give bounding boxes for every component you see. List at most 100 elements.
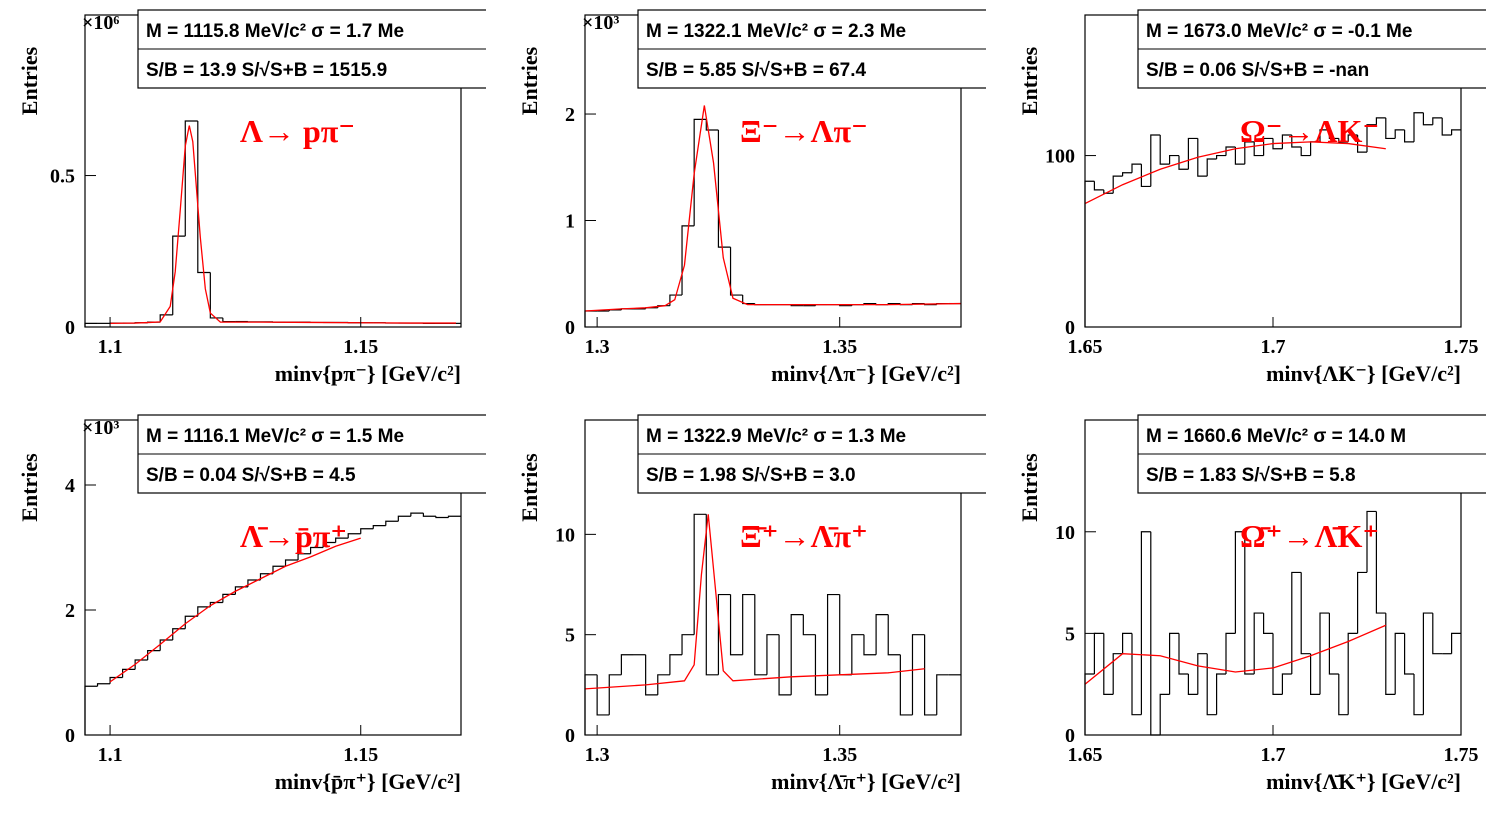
histogram-bin: [1197, 653, 1208, 695]
stats-line: M = 1116.1 MeV/c² σ = 1.5 Me: [146, 426, 404, 447]
histogram-bin: [1432, 117, 1443, 125]
x-tick-label: 1.1: [98, 336, 123, 358]
histogram-bin: [936, 674, 949, 715]
histogram-bin: [875, 614, 889, 655]
histogram-bin: [1244, 531, 1255, 675]
histogram-bin: [1328, 613, 1339, 675]
histogram-bin: [335, 537, 349, 543]
histogram-bin: [284, 559, 299, 567]
histogram-bin: [1253, 612, 1264, 675]
histogram-bin: [1169, 154, 1179, 165]
histogram-bin: [1375, 511, 1386, 614]
stats-line: M = 1673.0 MeV/c² σ = -0.1 Me: [1146, 21, 1412, 42]
histogram-bin: [1441, 117, 1452, 136]
histogram-bin: [1234, 531, 1245, 634]
panel: 0 5 10 1.65 1.7 1.75 Entries minv{Λ̄K⁺} [GeV/c²…: [1017, 414, 1486, 794]
histogram-bin: [620, 654, 634, 675]
decay-label: Λ̄→p̄π⁺: [240, 518, 347, 554]
histogram-bin: [96, 683, 111, 687]
histogram-bin: [1206, 158, 1217, 177]
y-tick-label: 4: [65, 475, 75, 497]
histogram-bin: [372, 525, 386, 529]
y-axis-label: Entries: [517, 453, 542, 522]
histogram-bin: [159, 639, 173, 651]
histogram-bin: [297, 553, 311, 560]
histogram-bin: [1291, 571, 1302, 675]
stats-line: S/B = 0.06 S/√S+B = -nan: [1146, 60, 1369, 81]
stats-box: M = 1673.0 MeV/c² σ = -0.1 Me S/B = 0.06 …: [1137, 9, 1486, 89]
y-tick-label: 2: [565, 104, 575, 126]
x-tick-label: 1.15: [343, 744, 378, 766]
histogram-bin: [790, 614, 804, 695]
histogram-bin: [347, 533, 361, 539]
histogram-bin: [657, 674, 670, 695]
histogram-bin: [422, 513, 436, 517]
histogram-bin: [1394, 129, 1405, 139]
histogram-bin: [1178, 633, 1189, 675]
y-tick-label: 0: [1065, 725, 1075, 747]
histogram-bin: [397, 515, 411, 522]
stats-box: M = 1660.6 MeV/c² σ = 14.0 M S/B = 1.83 S…: [1137, 414, 1486, 494]
histogram-bin: [310, 546, 324, 554]
histogram-bin: [584, 674, 598, 735]
histogram-bin: [1140, 531, 1151, 715]
histogram-bin: [159, 314, 173, 323]
stats-line: M = 1115.8 MeV/c² σ = 1.7 Me: [146, 21, 404, 42]
y-axis-label: Entries: [517, 46, 542, 115]
stats-line: M = 1660.6 MeV/c² σ = 14.0 M: [1146, 426, 1406, 447]
y-axis-label: Entries: [17, 46, 42, 115]
histogram-bin: [1357, 571, 1367, 634]
histogram-bin: [122, 668, 136, 678]
histogram-bin: [1131, 633, 1142, 716]
histogram-bin: [1281, 134, 1292, 149]
histogram-bin: [1169, 632, 1179, 695]
histogram-bin: [1225, 146, 1236, 156]
histogram-bin: [705, 514, 719, 676]
histogram-bin: [742, 593, 755, 655]
histogram-bin: [197, 606, 211, 617]
x-tick-label: 1.75: [1444, 336, 1479, 358]
x-tick-label: 1.7: [1261, 336, 1286, 358]
histogram-bin: [705, 119, 719, 131]
histogram-bin: [1394, 632, 1405, 695]
histogram-bin: [1140, 164, 1151, 188]
y-tick-label: 10: [1055, 522, 1075, 544]
y-axis-label: Entries: [1017, 453, 1042, 522]
fit-curve: [110, 125, 456, 325]
histogram-bin: [272, 565, 286, 574]
axis-exponent: ×10³: [582, 12, 619, 34]
histogram-bin: [1300, 572, 1311, 655]
fit-curve: [1084, 141, 1386, 205]
stats-box: M = 1115.8 MeV/c² σ = 1.7 Me S/B = 13.9 S…: [137, 9, 486, 89]
histogram-bin: [1216, 673, 1226, 715]
x-axis-label: minv{p̄π⁺} [GeV/c²]: [275, 769, 461, 794]
histogram-bin: [197, 121, 211, 274]
histogram-bin: [1319, 612, 1330, 695]
histogram-bin: [1347, 632, 1358, 715]
histogram-bin: [584, 310, 598, 327]
x-tick-label: 1.35: [822, 744, 857, 766]
histogram-bin: [1357, 135, 1367, 153]
histogram-bin: [911, 634, 925, 715]
histogram-bin: [147, 650, 161, 660]
histogram-bin: [435, 516, 449, 519]
x-axis-label: minv{Λπ⁻} [GeV/c²]: [771, 361, 961, 386]
histogram-bin: [681, 634, 695, 655]
histogram-bin: [717, 130, 731, 248]
y-tick-label: 0: [65, 725, 75, 747]
decay-label: Ω̄⁺→Λ̄K⁺: [1240, 518, 1379, 554]
histogram-bin: [1281, 673, 1292, 695]
panel: 0 0.5 1.1 1.15 ×10⁶ Entries minv{pπ⁻} [GeV/c²]…: [17, 9, 486, 386]
histogram-bin: [222, 317, 236, 323]
histogram-bin: [1422, 612, 1433, 715]
stats-line: S/B = 1.98 S/√S+B = 3.0: [646, 465, 856, 486]
histogram-bin: [84, 685, 98, 735]
histogram-bin: [222, 593, 236, 603]
decay-label: Ξ̄⁺→Λ̄π⁺: [740, 518, 868, 554]
histogram-bin: [1338, 674, 1349, 716]
decay-label: Λ→ pπ⁻: [240, 113, 355, 149]
fit-curve: [1084, 624, 1387, 685]
x-axis-label: minv{Λ̄π⁺} [GeV/c²]: [771, 769, 961, 794]
x-axis-label: minv{ΛK⁻} [GeV/c²]: [1266, 361, 1461, 386]
